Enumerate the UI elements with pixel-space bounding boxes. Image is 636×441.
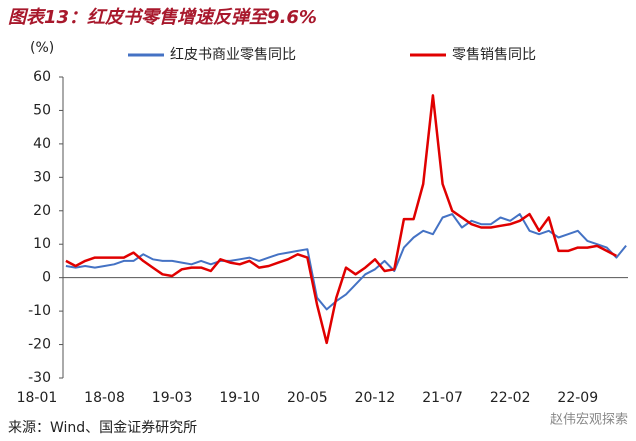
series-line — [65, 213, 627, 311]
y-tick-label: 0 — [42, 270, 51, 286]
y-axis-label: (%) — [30, 40, 54, 56]
chart-title: 图表13：红皮书零售增速反弹至9.6% — [8, 7, 317, 28]
y-tick-label: 20 — [33, 203, 51, 219]
x-tick-label: 19-10 — [219, 390, 260, 406]
y-tick-label: 10 — [33, 236, 51, 252]
watermark: 赵伟宏观探索 — [550, 413, 628, 428]
y-tick-label: 60 — [33, 69, 51, 85]
y-tick-label: 50 — [33, 102, 51, 118]
x-tick-label: 20-12 — [355, 390, 396, 406]
legend-label: 红皮书商业零售同比 — [170, 47, 296, 63]
x-tick-label: 18-01 — [17, 390, 58, 406]
x-tick-label: 22-09 — [557, 390, 598, 406]
source: 来源：Wind、国金证券研究所 — [8, 420, 197, 436]
y-tick-label: 30 — [33, 169, 51, 185]
x-tick-label: 19-03 — [152, 390, 193, 406]
x-tick-label: 21-07 — [422, 390, 463, 406]
y-tick-label: -20 — [28, 337, 51, 353]
y-tick-label: 40 — [33, 136, 51, 152]
y-tick-label: -30 — [28, 370, 51, 386]
series-line — [65, 94, 617, 345]
legend-label: 零售销售同比 — [452, 47, 536, 63]
x-tick-label: 20-05 — [287, 390, 328, 406]
y-tick-label: -10 — [28, 303, 51, 319]
x-tick-label: 22-02 — [490, 390, 531, 406]
x-tick-label: 18-08 — [84, 390, 125, 406]
